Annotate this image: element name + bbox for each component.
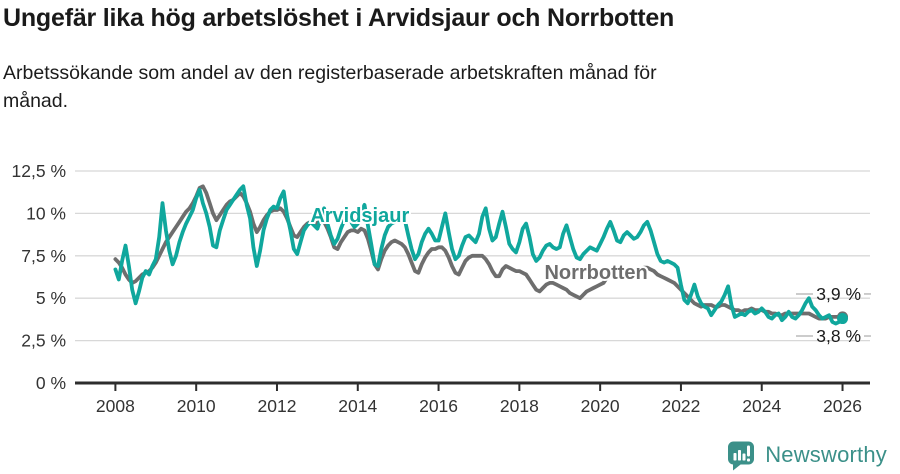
page-subtitle: Arbetssökande som andel av den registerb… xyxy=(3,62,657,112)
y-tick-label: 5 % xyxy=(36,288,66,308)
y-tick-label: 12,5 % xyxy=(12,161,66,181)
newsworthy-bubble-chart-icon xyxy=(728,441,755,471)
x-tick-label: 2024 xyxy=(742,396,781,416)
series-line-arvidsjaur xyxy=(113,184,845,326)
x-tick-label: 2010 xyxy=(177,396,216,416)
page-title: Ungefär lika hög arbetslöshet i Arvidsja… xyxy=(3,4,675,32)
brand-name: Newsworthy xyxy=(765,442,887,467)
x-tick-label: 2008 xyxy=(96,396,135,416)
newsworthy-logo[interactable]: Newsworthy xyxy=(725,439,887,471)
x-tick-label: 2018 xyxy=(500,396,539,416)
end-dot-arvidsjaur xyxy=(837,313,849,325)
x-tick-label: 2026 xyxy=(823,396,862,416)
y-tick-label: 10 % xyxy=(26,203,66,223)
x-tick-label: 2022 xyxy=(661,396,700,416)
x-tick-label: 2014 xyxy=(338,396,377,416)
x-tick-label: 2012 xyxy=(258,396,297,416)
x-tick-label: 2016 xyxy=(419,396,458,416)
series-label-arvidsjaur: Arvidsjaur xyxy=(310,205,409,227)
end-value-label-norrbotten: 3,9 % xyxy=(816,284,861,304)
x-tick-label: 2020 xyxy=(581,396,620,416)
y-tick-label: 2,5 % xyxy=(21,331,66,351)
end-value-label-arvidsjaur: 3,8 % xyxy=(816,326,861,346)
y-tick-label: 0 % xyxy=(36,373,66,393)
series-label-norrbotten: Norrbotten xyxy=(544,262,647,284)
y-tick-label: 7,5 % xyxy=(21,246,66,266)
